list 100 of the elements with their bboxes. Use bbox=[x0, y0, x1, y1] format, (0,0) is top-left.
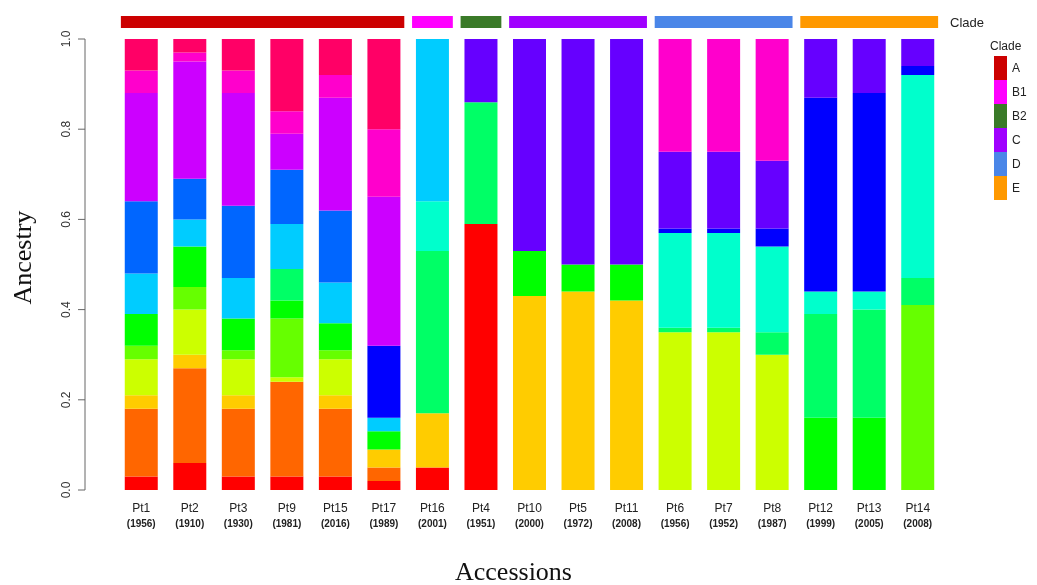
bar bbox=[610, 300, 644, 490]
bar bbox=[658, 332, 692, 490]
bar bbox=[124, 93, 158, 202]
bar bbox=[124, 201, 158, 274]
bar bbox=[318, 476, 352, 490]
bar bbox=[804, 291, 838, 315]
x-tick-label: Pt8 (1987) bbox=[757, 501, 787, 529]
bar bbox=[367, 431, 401, 450]
bar bbox=[415, 39, 449, 202]
bar bbox=[318, 210, 352, 283]
bar bbox=[804, 39, 838, 98]
x-tick-label: Pt5 (1972) bbox=[563, 501, 593, 529]
bar bbox=[707, 39, 741, 152]
bar bbox=[755, 39, 789, 161]
bar bbox=[221, 359, 255, 396]
text: C bbox=[1012, 133, 1021, 147]
x-tick-label: Pt3 (1930) bbox=[223, 501, 253, 529]
bar bbox=[804, 97, 838, 292]
bar bbox=[124, 408, 158, 477]
bar bbox=[658, 232, 692, 328]
bar bbox=[270, 476, 304, 490]
y-tick-label: 1.0 bbox=[59, 30, 73, 48]
bar bbox=[221, 205, 255, 279]
bar bbox=[707, 228, 741, 233]
bar bbox=[755, 354, 789, 490]
bar bbox=[173, 219, 207, 247]
bar bbox=[415, 201, 449, 251]
bar bbox=[415, 250, 449, 414]
bar bbox=[173, 354, 207, 369]
bar bbox=[221, 476, 255, 490]
text: B2 bbox=[1012, 109, 1027, 123]
bar bbox=[318, 408, 352, 477]
x-tick-label: Pt16 (2001) bbox=[417, 501, 447, 529]
x-tick-label: Pt17 (1989) bbox=[369, 501, 399, 529]
bar bbox=[610, 39, 644, 265]
bar bbox=[318, 395, 352, 409]
bar bbox=[415, 413, 449, 468]
x-tick-label: Pt13 (2005) bbox=[854, 501, 884, 529]
bar bbox=[901, 66, 935, 76]
x-tick-label: Pt11 (2008) bbox=[612, 501, 642, 529]
bar bbox=[270, 300, 304, 319]
bar bbox=[318, 350, 352, 360]
bar bbox=[658, 39, 692, 152]
bar bbox=[561, 39, 595, 265]
bar bbox=[173, 462, 207, 490]
x-tick-label: Pt9 (1981) bbox=[272, 501, 302, 529]
bar bbox=[318, 282, 352, 324]
bar bbox=[270, 39, 304, 112]
bar bbox=[173, 61, 207, 179]
bar bbox=[270, 381, 304, 477]
bar bbox=[221, 70, 255, 94]
bar bbox=[318, 323, 352, 351]
bar bbox=[658, 151, 692, 229]
bar bbox=[270, 318, 304, 378]
text: B1 bbox=[1012, 85, 1027, 99]
bar bbox=[513, 250, 546, 297]
bar bbox=[901, 39, 935, 67]
bar bbox=[852, 309, 886, 418]
bar bbox=[173, 368, 207, 463]
bar bbox=[221, 395, 255, 409]
bar bbox=[124, 314, 158, 346]
bar bbox=[221, 350, 255, 360]
bar bbox=[367, 345, 401, 418]
bar bbox=[513, 296, 546, 490]
bar bbox=[270, 269, 304, 301]
bar bbox=[707, 232, 741, 328]
x-axis-title: Accessions bbox=[455, 557, 572, 585]
bar bbox=[464, 102, 498, 224]
bar bbox=[221, 93, 255, 206]
bar bbox=[852, 417, 886, 490]
bar bbox=[367, 449, 401, 468]
bar bbox=[464, 39, 498, 103]
bar bbox=[901, 305, 935, 490]
bar bbox=[270, 377, 304, 382]
x-tick-label: Pt10 (2000) bbox=[515, 501, 544, 529]
bar bbox=[610, 264, 644, 301]
bar bbox=[804, 314, 838, 418]
y-tick-label: 0.0 bbox=[59, 481, 73, 499]
text: D bbox=[1012, 157, 1021, 171]
bar bbox=[901, 278, 935, 306]
y-tick-label: 0.2 bbox=[59, 391, 73, 409]
bar bbox=[318, 75, 352, 98]
bar bbox=[124, 395, 158, 409]
bar bbox=[561, 291, 595, 490]
bar bbox=[270, 133, 304, 170]
bar bbox=[707, 332, 741, 490]
bar bbox=[318, 39, 352, 76]
bar bbox=[124, 273, 158, 315]
bar bbox=[124, 476, 158, 490]
bar bbox=[270, 169, 304, 224]
x-tick-label: Pt15 (2016) bbox=[320, 501, 350, 529]
bar bbox=[270, 223, 304, 270]
bar bbox=[852, 291, 886, 310]
bar bbox=[707, 151, 741, 229]
bar bbox=[755, 228, 789, 247]
bar bbox=[755, 160, 789, 229]
bar bbox=[221, 408, 255, 477]
bar bbox=[124, 39, 158, 71]
x-tick-label: Pt6 (1956) bbox=[660, 501, 690, 529]
bar bbox=[221, 39, 255, 71]
